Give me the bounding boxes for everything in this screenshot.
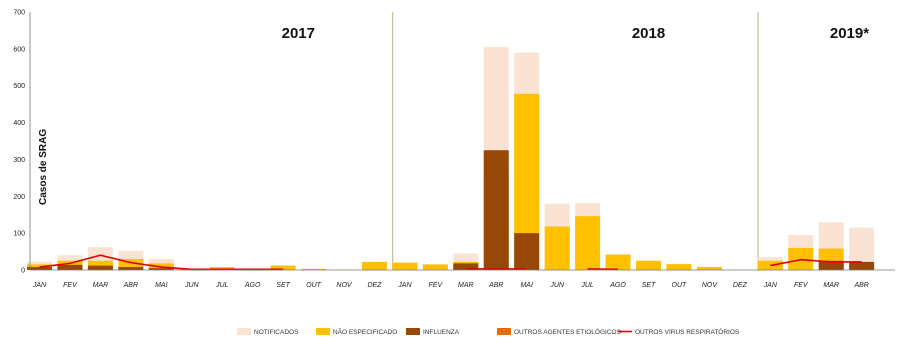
y-tick-labels: 0 100 200 300 400 500 600 700 — [13, 10, 25, 275]
y-tick-label: 0 — [21, 268, 25, 275]
bar-nao_especificado — [301, 268, 327, 270]
bar-influenza — [57, 264, 83, 270]
legend-label: OUTROS AGENTES ETIOLÓGICOS — [514, 327, 622, 336]
x-tick-label: MAI — [155, 282, 168, 289]
legend-swatch-outros_agentes — [497, 328, 511, 335]
y-axis-label: Casos de SRAG — [38, 129, 49, 205]
bar-influenza — [453, 263, 479, 270]
x-tick-labels: JAN FEV MAR ABR MAI JUN JUL AGO SET OUT NOV DEZ JAN F… — [32, 282, 869, 289]
y-tick-label: 300 — [13, 157, 25, 164]
y-tick-label: 700 — [13, 10, 25, 17]
x-tick-label: DEZ — [733, 282, 748, 289]
bar-nao_especificado — [361, 261, 387, 270]
year-labels: 2017 2018 2019* — [282, 25, 870, 42]
bars — [27, 47, 875, 271]
bar-nao_especificado — [696, 267, 722, 270]
x-tick-label: NOV — [336, 282, 353, 289]
legend-label: NÃO ESPECIFICADO — [333, 327, 397, 336]
bar-influenza — [514, 233, 540, 270]
x-tick-label: ABR — [853, 282, 868, 289]
x-tick-label: MAI — [520, 282, 533, 289]
x-tick-label: JUN — [184, 282, 200, 289]
y-tick-label: 400 — [13, 120, 25, 127]
bar-nao_especificado — [118, 258, 144, 270]
x-tick-label: AGO — [244, 282, 261, 289]
y-tick-label: 600 — [13, 46, 25, 53]
bar-nao_especificado — [270, 265, 296, 270]
y-tick-label: 100 — [13, 231, 25, 238]
legend-swatch-influenza — [406, 328, 420, 335]
legend: NOTIFICADOS NÃO ESPECIFICADO INFLUENZA OUTR… — [237, 327, 740, 336]
x-tick-label: MAR — [823, 282, 839, 289]
legend-label: OUTROS VIRUS RESPIRATÓRIOS — [635, 327, 740, 336]
x-tick-label: FEV — [429, 282, 444, 289]
bar-influenza — [87, 265, 113, 270]
x-tick-label: FEV — [794, 282, 809, 289]
bar-influenza — [118, 267, 144, 270]
x-tick-label: ABR — [488, 282, 503, 289]
x-tick-label: JAN — [763, 282, 778, 289]
legend-swatch-nao_especificado — [316, 328, 330, 335]
bar-influenza — [27, 267, 52, 270]
x-tick-label: NOV — [702, 282, 719, 289]
x-tick-label: DEZ — [367, 282, 382, 289]
bar-nao_especificado — [392, 262, 418, 270]
x-tick-label: JUL — [580, 282, 594, 289]
line-outros_virus — [770, 258, 862, 267]
bar-nao_especificado — [605, 254, 631, 270]
x-tick-label: MAR — [458, 282, 474, 289]
x-tick-label: FEV — [63, 282, 78, 289]
x-tick-label: SET — [276, 282, 290, 289]
bar-nao_especificado — [544, 226, 570, 270]
bar-influenza — [818, 260, 844, 270]
bar-nao_especificado — [87, 260, 113, 270]
line-outros_virus — [39, 254, 284, 271]
legend-swatch-notificados — [237, 328, 251, 335]
bar-nao_especificado — [636, 260, 661, 270]
x-tick-label: OUT — [306, 282, 322, 289]
legend-label: INFLUENZA — [423, 329, 460, 336]
x-tick-label: AGO — [609, 282, 626, 289]
x-tick-label: OUT — [672, 282, 688, 289]
line-series — [39, 254, 862, 271]
legend-label: NOTIFICADOS — [254, 329, 299, 336]
bar-influenza — [148, 268, 174, 270]
x-tick-label: JUL — [215, 282, 229, 289]
year-label: 2017 — [282, 25, 315, 42]
y-tick-label: 200 — [13, 194, 25, 201]
bar-influenza — [483, 150, 509, 270]
year-label: 2018 — [632, 25, 665, 42]
axes — [29, 12, 895, 271]
bar-nao_especificado — [422, 264, 448, 270]
year-dividers — [392, 12, 759, 270]
bar-nao_especificado — [575, 216, 601, 270]
x-tick-label: JUN — [549, 282, 565, 289]
x-tick-label: ABR — [123, 282, 138, 289]
x-tick-label: MAR — [93, 282, 109, 289]
y-tick-label: 500 — [13, 83, 25, 90]
x-tick-label: JAN — [397, 282, 412, 289]
year-label: 2019* — [830, 25, 869, 42]
x-tick-label: JAN — [32, 282, 47, 289]
bar-nao_especificado — [666, 264, 692, 270]
bar-influenza — [849, 261, 875, 270]
x-tick-label: SET — [642, 282, 656, 289]
